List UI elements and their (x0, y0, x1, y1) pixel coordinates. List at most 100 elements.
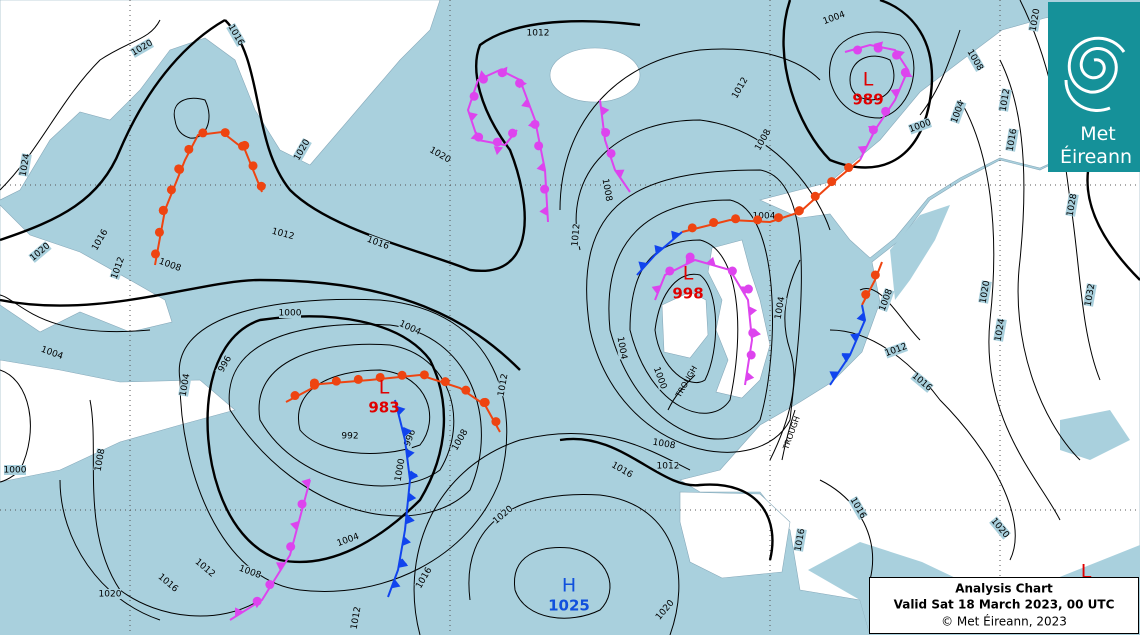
isobar-label-bg (1083, 283, 1097, 307)
isobar-label: 1012 (527, 29, 550, 39)
isobar-label: 1012 (571, 223, 583, 247)
isobar-label-bg (654, 598, 676, 622)
isobar-label: 1012 (350, 606, 364, 630)
isobar-label-bg (965, 47, 985, 73)
fronts (150, 41, 913, 621)
front-symbol (861, 290, 871, 300)
front-symbol (158, 205, 168, 215)
isobar-label-bg (178, 373, 192, 397)
front-symbol (248, 161, 258, 171)
front-symbol (297, 499, 307, 509)
isobar-label-bg (393, 458, 407, 482)
isobar-label-bg (18, 153, 32, 177)
isobar-label: 992 (341, 432, 358, 442)
front-symbol (638, 261, 648, 271)
front-symbol (166, 185, 176, 195)
front-symbol (870, 270, 880, 280)
front-symbol (391, 579, 401, 589)
caption-title: Analysis Chart (955, 582, 1053, 596)
front-symbol (856, 312, 866, 323)
isobar-label-bg (773, 296, 787, 320)
isobar-label-bg (491, 504, 515, 526)
isobar-label-bg (877, 287, 895, 313)
centre-pressure: 989 (852, 91, 883, 109)
front-symbol (600, 105, 610, 116)
isobar-label-bg (527, 28, 549, 38)
front-symbol (469, 91, 479, 101)
front-symbol (671, 230, 681, 241)
front-symbol (601, 128, 611, 138)
centre-symbol: L (379, 377, 390, 399)
isobar-label-bg (600, 178, 614, 202)
centre-symbol: L (683, 263, 694, 285)
front-symbol (184, 144, 194, 154)
isobar-label-bg (989, 516, 1011, 540)
isobar-label-bg (657, 461, 679, 471)
isobar-label-bg (226, 22, 246, 48)
isobar-label-bg (615, 336, 629, 360)
front-symbol (492, 137, 502, 147)
front-symbol (706, 256, 716, 266)
front-symbol (746, 350, 756, 360)
front-symbol (606, 148, 616, 158)
isobar-label: 1004 (753, 212, 776, 222)
logo-text: Éireann (1060, 145, 1132, 168)
front-symbol (868, 126, 878, 135)
isobar-label: 1024 (994, 318, 1008, 343)
logo-swirl (1064, 36, 1126, 112)
isobar-label-bg (450, 427, 470, 453)
isobar-label-bg (910, 371, 934, 393)
front-symbol (665, 266, 675, 276)
front-symbol (461, 385, 471, 395)
isobar-label-bg (129, 38, 155, 58)
front-symbol (150, 249, 160, 259)
front-symbol (850, 332, 860, 343)
caption-box (869, 577, 1139, 634)
front-symbol (290, 391, 300, 401)
front-line (229, 479, 311, 621)
centre-pressure: 998 (672, 285, 703, 303)
front-symbol (409, 470, 419, 481)
front-symbol (903, 68, 913, 78)
front-symbol (841, 353, 851, 363)
isobar-label-bg (193, 557, 217, 579)
front-symbol (539, 206, 548, 217)
front-symbol (405, 514, 415, 525)
front-symbol (685, 252, 695, 262)
front-symbol (540, 184, 550, 194)
caption: Analysis Chart Valid Sat 18 March 2023, … (869, 577, 1139, 634)
front-symbol (235, 607, 244, 617)
front-symbol (331, 376, 341, 386)
isobar-label-bg (99, 589, 121, 599)
front-symbol (844, 163, 854, 173)
isobar-label-bg (1065, 193, 1079, 217)
front-symbol (407, 492, 417, 503)
front-symbol (518, 79, 527, 89)
caption-copyright: © Met Éireann, 2023 (941, 614, 1067, 629)
isobar-label-bg (1028, 8, 1042, 32)
isobar-label-bg (993, 318, 1007, 342)
isobar-label-bg (907, 117, 933, 135)
isobar-label-bg (39, 344, 65, 362)
isobar-label-bg (848, 495, 868, 521)
centre-symbol: L (1081, 561, 1092, 583)
isobar-label-bg (753, 127, 773, 153)
front-symbol (857, 145, 868, 155)
isobar-label-bg (949, 99, 967, 125)
isobar-label-bg (156, 572, 180, 594)
front-symbol (468, 111, 478, 122)
isobar-label-bg (793, 528, 807, 552)
isobar-label: 1000 (394, 458, 408, 483)
front-symbol (220, 128, 230, 138)
isobar-label-bg (157, 256, 183, 274)
front-symbol (406, 448, 415, 459)
isobar-label-bg (753, 211, 775, 221)
front-symbol (353, 374, 363, 384)
isobar-label-bg (427, 145, 453, 165)
front-symbol (397, 370, 407, 380)
isobar-label: 1016 (794, 528, 808, 553)
isobar-label-bg (821, 9, 847, 27)
isobar-label-bg (339, 431, 361, 441)
front-symbol (174, 164, 184, 174)
isobar-label: 1008 (652, 438, 677, 452)
